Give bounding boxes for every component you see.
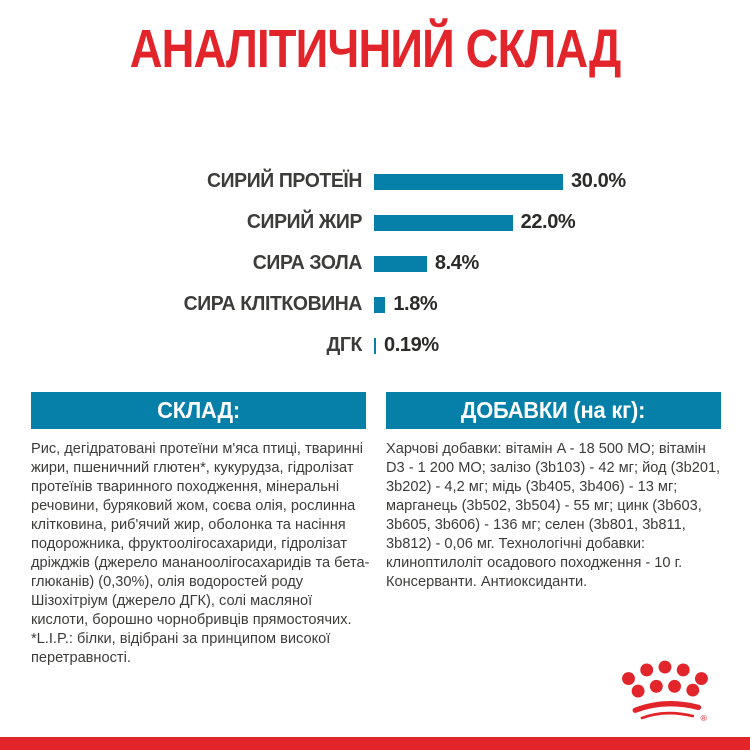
brand-crown-logo: ® [616,659,712,727]
additives-header-label: ДОБАВКИ (на кг): [461,397,646,423]
chart-value-label: 8.4% [434,252,479,274]
chart-row: ДГК 0.19% [0,325,750,366]
composition-header-label: СКЛАД: [157,397,240,423]
additives-body-text: Харчові добавки: вітамін A - 18 500 МО; … [386,441,721,590]
composition-header-bar: СКЛАД: [31,392,366,429]
bottom-red-strip [0,737,750,750]
chart-value-label: 0.19% [384,334,439,356]
additives-header-bar: ДОБАВКИ (на кг): [386,392,721,429]
chart-category-label: СИРИЙ ЖИР [246,211,362,233]
registered-mark: ® [700,713,707,723]
page-title: АНАЛІТИЧНИЙ СКЛАД [129,19,622,79]
chart-bar [374,214,513,231]
chart-value-label: 30.0% [571,170,626,192]
chart-value-label: 22.0% [520,211,576,233]
chart-bar [374,173,563,190]
chart-value-label: 1.8% [393,293,438,315]
page-title-wrap: АНАЛІТИЧНИЙ СКЛАД [0,18,750,80]
bar-chart: СИРИЙ ПРОТЕЇН 30.0% СИРИЙ ЖИР 22.0% СИРА ЗОЛ… [0,161,750,366]
chart-row: СИРА КЛІТКОВИНА 1.8% [0,284,750,325]
chart-category-label: ДГК [326,334,363,356]
chart-bar [374,296,386,313]
chart-category-label: СИРИЙ ПРОТЕЇН [206,170,362,192]
chart-category-label: СИРА ЗОЛА [252,252,363,274]
chart-bar [374,337,376,354]
chart-bar [374,255,427,272]
chart-row: СИРА ЗОЛА 8.4% [0,243,750,284]
chart-row: СИРИЙ ЖИР 22.0% [0,202,750,243]
chart-row: СИРИЙ ПРОТЕЇН 30.0% [0,161,750,202]
crown-icon: ® [622,660,708,723]
composition-body-text: Рис, дегідратовані протеїни м'яса птиці,… [31,441,370,666]
chart-category-label: СИРА КЛІТКОВИНА [183,293,363,315]
